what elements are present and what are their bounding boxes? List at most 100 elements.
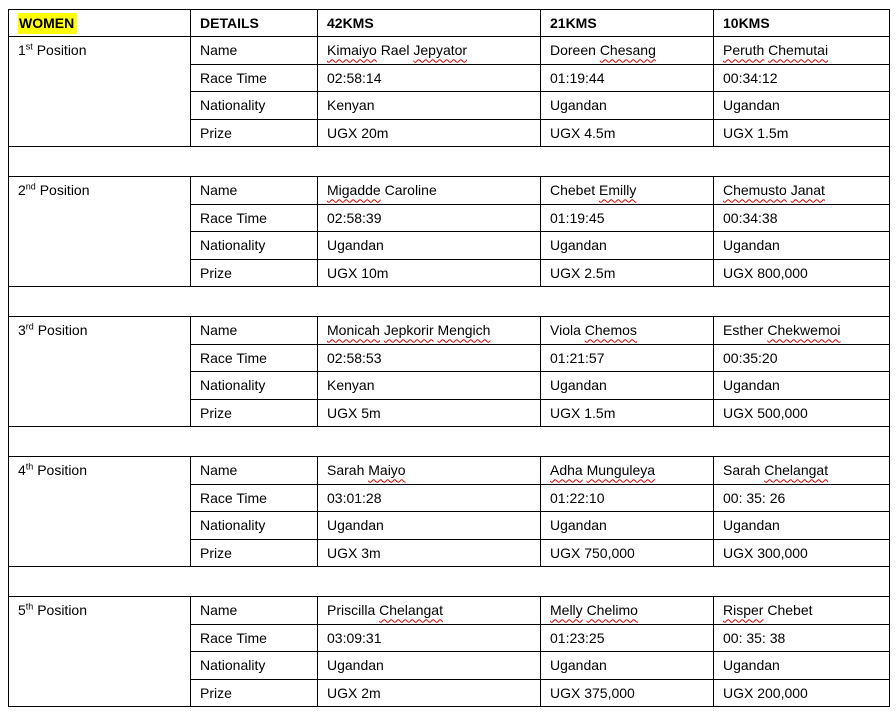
race-time-cell: 01:19:44 [540, 63, 714, 92]
name-word: Maiyo [368, 462, 406, 479]
position-label-cell: 5th Position [8, 596, 191, 707]
detail-label-cell: Name [190, 36, 318, 65]
distance-header-cell: 10KMS [713, 9, 890, 37]
name-cell: Sarah Chelangat [713, 456, 890, 485]
race-time-cell: 01:21:57 [540, 343, 714, 372]
nationality-cell: Ugandan [317, 231, 541, 260]
ordinal-suffix: st [25, 41, 33, 52]
result-row: 4th Position Name Sarah Maiyo Adha Munguley… [8, 456, 890, 567]
name-cell: Esther Chekwemoi [713, 316, 890, 345]
detail-label-cell: Nationality [190, 231, 318, 260]
prize-cell: UGX 2m [317, 678, 541, 707]
name-cell: Melly Chelimo [540, 596, 714, 625]
nationality-cell: Ugandan [713, 91, 890, 120]
result-row: Nationality Kenyan Ugandan Ugandan [9, 91, 890, 120]
prize-cell: UGX 4.5m [540, 118, 714, 147]
name-word: Emilly [599, 182, 637, 199]
name-cell: Viola Chemos [540, 316, 714, 345]
race-time-cell: 01:22:10 [540, 483, 714, 512]
results-table-body: WOMEN DETAILS 42KMS 21KMS 10KMS 1st Position N… [8, 9, 890, 707]
prize-cell: UGX 2.5m [540, 258, 714, 287]
position-label-cell: 3rd Position [8, 316, 191, 427]
race-time-cell: 02:58:14 [317, 63, 541, 92]
name-word: Jepkorir [383, 322, 434, 339]
name-cell: Risper Chebet [713, 596, 890, 625]
result-row: Prize UGX 20m UGX 4.5m UGX 1.5m [9, 118, 890, 147]
detail-label-cell: Nationality [190, 91, 318, 120]
name-cell: Sarah Maiyo [317, 456, 541, 485]
prize-cell: UGX 3m [317, 538, 541, 567]
name-word: Kimaiyo [327, 42, 377, 59]
name-word: Jepyator [413, 42, 468, 59]
race-time-cell: 00: 35: 26 [713, 483, 890, 512]
detail-label-cell: Prize [190, 538, 318, 567]
name-word: Monicah [327, 322, 380, 339]
result-row: Nationality Kenyan Ugandan Ugandan [9, 371, 890, 400]
result-row: Race Time 02:58:53 01:21:57 00:35:20 [9, 343, 890, 372]
nationality-cell: Ugandan [713, 231, 890, 260]
race-time-cell: 03:01:28 [317, 483, 541, 512]
prize-cell: UGX 500,000 [713, 398, 890, 427]
name-cell: Adha Munguleya [540, 456, 714, 485]
name-word: Risper [723, 602, 764, 619]
position-label-cell: 2nd Position [8, 176, 191, 287]
result-row: Prize UGX 2m UGX 375,000 UGX 200,000 [9, 678, 890, 707]
race-time-cell: 00:34:12 [713, 63, 890, 92]
name-word: Caroline [384, 182, 437, 199]
nationality-cell: Ugandan [317, 651, 541, 680]
result-row: Race Time 02:58:39 01:19:45 00:34:38 [9, 203, 890, 232]
result-row: Race Time 02:58:14 01:19:44 00:34:12 [9, 63, 890, 92]
detail-label-cell: Nationality [190, 511, 318, 540]
prize-cell: UGX 800,000 [713, 258, 890, 287]
race-time-cell: 02:58:53 [317, 343, 541, 372]
spacer-row [8, 566, 890, 597]
name-word: Mengich [437, 322, 491, 339]
prize-cell: UGX 1.5m [713, 118, 890, 147]
prize-cell: UGX 750,000 [540, 538, 714, 567]
name-word: Melly [550, 602, 583, 619]
name-word: Chemusto [723, 182, 787, 199]
nationality-cell: Ugandan [540, 371, 714, 400]
name-cell: Chebet Emilly [540, 176, 714, 205]
result-row: Race Time 03:09:31 01:23:25 00: 35: 38 [9, 623, 890, 652]
name-word: Chelangat [379, 602, 443, 619]
name-word: Priscilla [327, 602, 376, 619]
nationality-cell: Ugandan [713, 511, 890, 540]
nationality-cell: Ugandan [540, 91, 714, 120]
detail-label-cell: Prize [190, 398, 318, 427]
women-highlight: WOMEN [18, 13, 78, 34]
spacer-cell [8, 286, 890, 317]
detail-label-cell: Name [190, 316, 318, 345]
header-row: WOMEN DETAILS 42KMS 21KMS 10KMS [8, 9, 890, 37]
race-time-cell: 00:34:38 [713, 203, 890, 232]
ordinal-suffix: nd [25, 181, 36, 192]
result-row: Nationality Ugandan Ugandan Ugandan [9, 231, 890, 260]
name-cell: Peruth Chemutai [713, 36, 890, 65]
detail-label-cell: Nationality [190, 651, 318, 680]
ordinal-suffix: th [25, 601, 34, 612]
race-time-cell: 00:35:20 [713, 343, 890, 372]
nationality-cell: Kenyan [317, 371, 541, 400]
women-header-cell: WOMEN [8, 9, 191, 37]
name-word: Adha [550, 462, 583, 479]
detail-label-cell: Race Time [190, 343, 318, 372]
result-row: Prize UGX 10m UGX 2.5m UGX 800,000 [9, 258, 890, 287]
detail-label-cell: Name [190, 456, 318, 485]
name-word: Viola [550, 322, 581, 339]
name-word: Sarah [327, 462, 365, 479]
spacer-cell [8, 426, 890, 457]
nationality-cell: Ugandan [317, 511, 541, 540]
race-time-cell: 03:09:31 [317, 623, 541, 652]
nationality-cell: Ugandan [713, 651, 890, 680]
name-word: Chebet [767, 602, 813, 619]
prize-cell: UGX 1.5m [540, 398, 714, 427]
prize-cell: UGX 200,000 [713, 678, 890, 707]
name-word: Chemos [584, 322, 637, 339]
position-label-cell: 4th Position [8, 456, 191, 567]
distance-header-cell: 21KMS [540, 9, 714, 37]
name-word: Chekwemoi [767, 322, 841, 339]
name-word: Janat [790, 182, 825, 199]
name-cell: Chemusto Janat [713, 176, 890, 205]
result-row: 1st Position Name Kimaiyo Rael Jepyator Dor… [8, 36, 890, 147]
name-word: Munguleya [586, 462, 656, 479]
